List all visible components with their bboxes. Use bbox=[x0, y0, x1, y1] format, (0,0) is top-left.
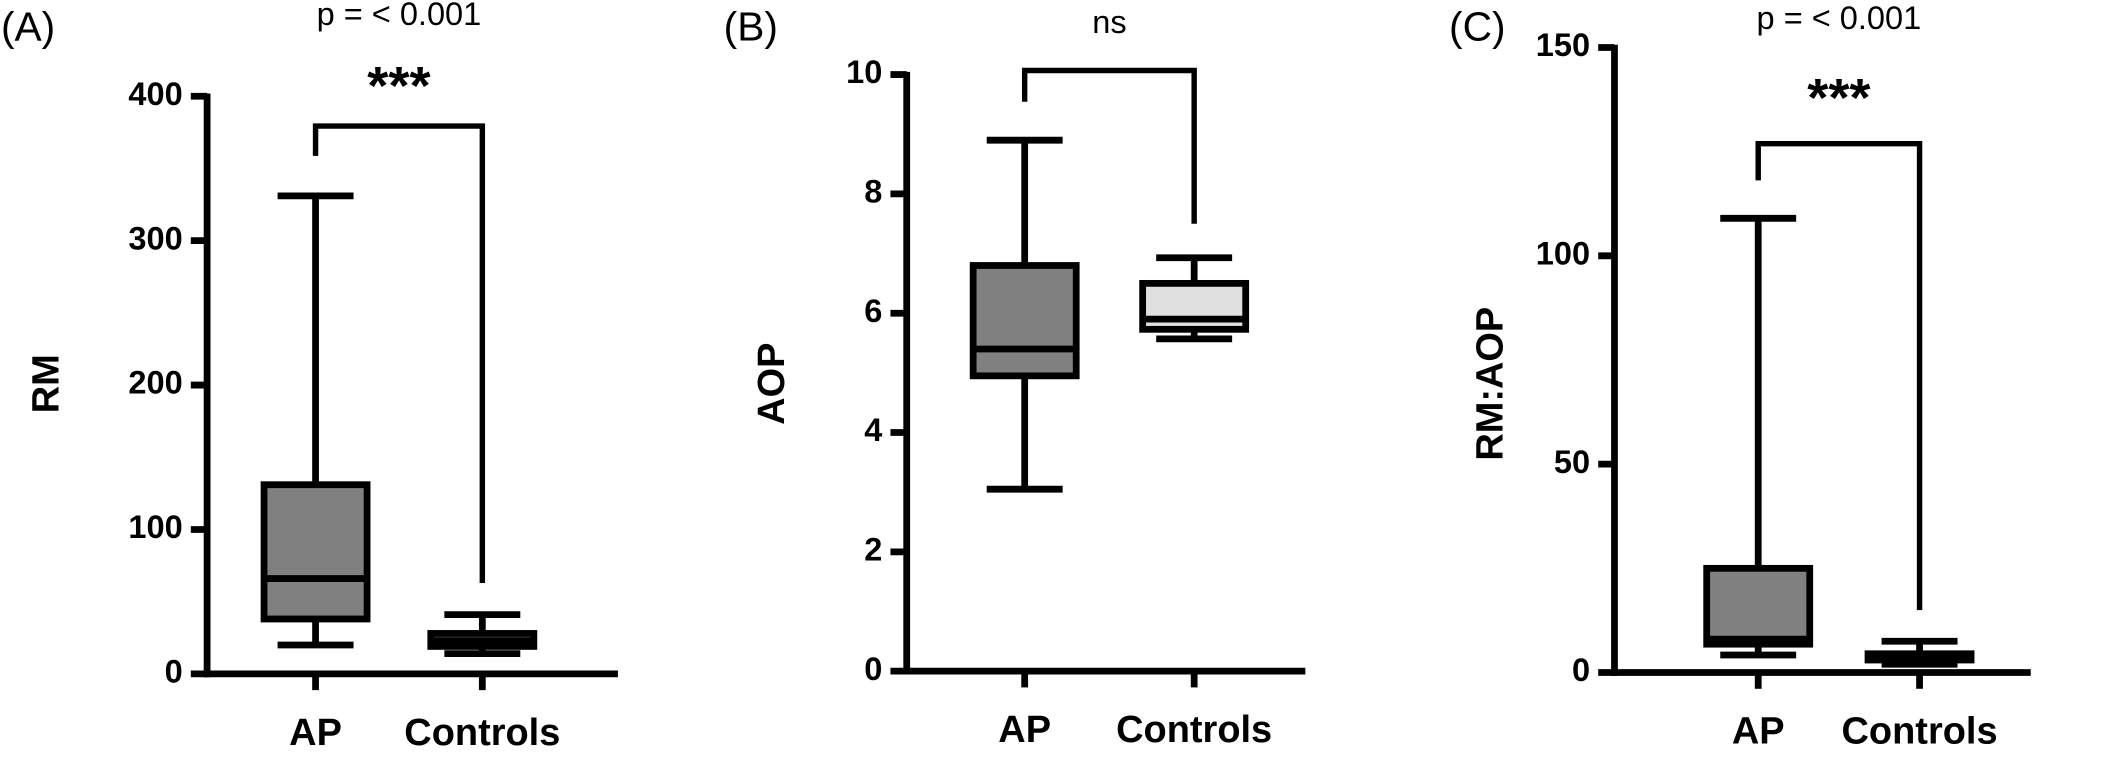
significance: *** bbox=[1807, 68, 1871, 128]
y-tick-label: 300 bbox=[128, 220, 182, 256]
y-tick-label: 8 bbox=[864, 173, 882, 209]
x-tick-label: AP bbox=[289, 712, 342, 754]
x-tick-label: Controls bbox=[1842, 711, 1998, 753]
y-tick-label: 200 bbox=[128, 365, 182, 401]
annotation: p = < 0.001 bbox=[1757, 0, 1922, 36]
y-axis-label: RM:AOP bbox=[1469, 307, 1511, 461]
significance-bracket bbox=[1755, 141, 1923, 611]
significance-bracket bbox=[1021, 67, 1197, 224]
significance-bracket bbox=[312, 123, 486, 584]
y-tick-label: 150 bbox=[1536, 27, 1590, 63]
panel-label: (A) bbox=[1, 4, 55, 50]
x-tick-label: AP bbox=[1732, 711, 1785, 753]
y-tick-label: 100 bbox=[1536, 235, 1590, 271]
y-tick-label: 400 bbox=[128, 76, 182, 112]
box bbox=[1703, 564, 1814, 648]
y-tick-label: 10 bbox=[846, 54, 882, 90]
x-tick-label: Controls bbox=[404, 712, 560, 754]
box bbox=[969, 262, 1080, 380]
significance: *** bbox=[367, 56, 431, 116]
annotation: ns bbox=[1092, 4, 1126, 40]
x-tick-label: AP bbox=[998, 709, 1051, 751]
y-tick-label: 0 bbox=[165, 653, 183, 689]
box bbox=[260, 481, 371, 623]
panel-label: (B) bbox=[724, 4, 778, 50]
y-axis-label: AOP bbox=[751, 343, 793, 425]
y-tick-label: 4 bbox=[864, 412, 882, 448]
panel-label: (C) bbox=[1449, 4, 1505, 50]
y-tick-label: 6 bbox=[864, 293, 882, 329]
y-tick-label: 2 bbox=[864, 531, 882, 567]
y-tick-label: 0 bbox=[864, 651, 882, 687]
annotation: p = < 0.001 bbox=[317, 0, 482, 32]
y-axis-label: RM bbox=[25, 354, 67, 413]
y-tick-label: 100 bbox=[128, 509, 182, 545]
y-tick-label: 0 bbox=[1572, 652, 1590, 688]
y-tick-label: 50 bbox=[1554, 444, 1590, 480]
x-tick-label: Controls bbox=[1116, 709, 1272, 751]
